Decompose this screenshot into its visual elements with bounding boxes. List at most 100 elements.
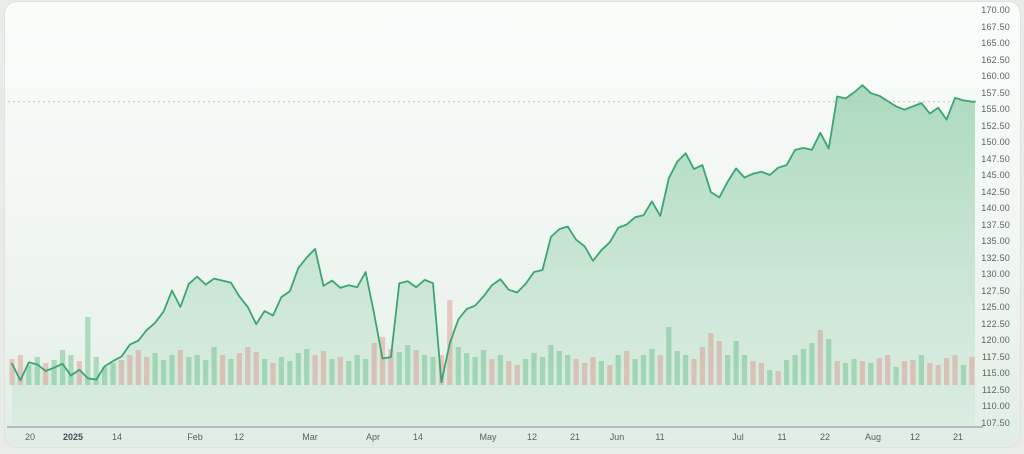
x-axis-tick-label: 11	[777, 432, 787, 442]
price-line	[11, 84, 976, 384]
volume-bar-up	[548, 345, 554, 385]
price-chart-plot[interactable]	[5, 2, 1020, 447]
volume-bar-up	[480, 350, 487, 385]
y-axis-tick-label: 130.00	[981, 269, 1010, 279]
volume-bar-down	[952, 355, 958, 385]
y-axis-tick-label: 112.50	[981, 384, 1010, 395]
volume-bar-down	[758, 363, 764, 385]
volume-bar-up	[363, 359, 369, 385]
y-axis-tick-label: 150.00	[981, 137, 1010, 147]
x-axis[interactable]: 20 2025 14 Feb 12 Mar Apr 14 May 12 21 Jun 11 Jul 11 22…	[5, 428, 1020, 447]
volume-bar-up	[868, 363, 874, 385]
y-axis-tick-label: 152.50	[981, 120, 1010, 131]
volume-bar-up	[68, 355, 74, 385]
x-axis-tick-label: 22	[819, 432, 831, 442]
volume-bar-up	[640, 355, 647, 385]
volume-bar-up	[51, 360, 57, 385]
y-axis-tick-label: 107.50	[981, 417, 1010, 428]
volume-bar-down	[607, 365, 613, 385]
volume-bar-up	[632, 359, 638, 385]
x-axis-separator	[7, 426, 983, 428]
volume-bar-down	[118, 360, 125, 385]
volume-bar-up	[329, 359, 335, 385]
volume-bar-up	[472, 357, 478, 385]
volume-bar-up	[741, 355, 748, 385]
y-axis[interactable]: 170.00 167.50 165.00 162.50 160.00 157.50 155.…	[972, 2, 1020, 428]
y-axis-tick-label: 122.50	[981, 318, 1010, 329]
x-axis-tick-label: 21	[569, 432, 581, 442]
volume-bar-up	[405, 345, 411, 385]
volume-bar-up	[497, 355, 503, 385]
volume-bar-up	[93, 357, 99, 385]
volume-bar-up	[346, 361, 352, 385]
x-axis-tick-label: May	[479, 432, 497, 442]
volume-bar-up	[531, 353, 537, 385]
y-axis-tick-label: 135.00	[981, 236, 1010, 246]
y-axis-tick-label: 167.50	[981, 21, 1010, 32]
volume-bar-down	[219, 355, 226, 385]
volume-bar-down	[817, 330, 823, 385]
x-axis-tick-label: 12	[909, 432, 921, 442]
volume-bar-up	[767, 370, 773, 385]
volume-bar-down	[17, 355, 23, 385]
y-axis-tick-label: 127.50	[981, 285, 1010, 296]
volume-bar-up	[792, 355, 798, 385]
volume-bar-up	[615, 355, 621, 385]
volume-bar-up	[354, 355, 360, 385]
volume-bar-up	[649, 349, 655, 385]
y-axis-tick-label: 145.00	[981, 170, 1010, 180]
y-axis-tick-label: 110.00	[981, 401, 1010, 411]
volume-bar-down	[775, 371, 781, 385]
volume-bar-down	[699, 347, 705, 385]
volume-bar-up	[826, 339, 832, 385]
volume-bar-down	[388, 349, 394, 385]
volume-bar-down	[969, 357, 975, 385]
volume-bar-down	[944, 358, 950, 385]
volume-bar-up	[598, 361, 604, 385]
volume-bar-down	[413, 350, 419, 385]
volume-bar-down	[76, 361, 82, 385]
volume-bar-down	[506, 361, 512, 385]
x-axis-tick-label: 12	[233, 432, 245, 442]
volume-bar-up	[464, 353, 470, 385]
volume-bar-down	[859, 361, 865, 385]
y-axis-tick-label: 147.50	[981, 153, 1010, 164]
x-axis-tick-label: Mar	[302, 432, 318, 442]
volume-bar-up	[396, 352, 402, 385]
y-axis-tick-label: 170.00	[981, 5, 1010, 15]
volume-bar-up	[194, 355, 200, 385]
y-axis-tick-label: 155.00	[981, 104, 1010, 114]
volume-bar-up	[304, 349, 310, 385]
volume-bar-up	[110, 363, 116, 385]
volume-bar-down	[910, 360, 916, 385]
volume-bar-up	[800, 349, 807, 385]
volume-bar-up	[674, 351, 680, 385]
y-axis-tick-label: 115.00	[981, 368, 1010, 378]
x-axis-tick-label: Aug	[864, 432, 882, 442]
volume-bar-down	[270, 363, 276, 385]
y-axis-tick-label: 140.00	[981, 203, 1010, 213]
x-axis-tick-label: 12	[526, 432, 538, 442]
volume-bar-down	[135, 350, 141, 385]
volume-bar-up	[34, 357, 40, 385]
volume-bar-down	[253, 352, 259, 385]
y-axis-tick-label: 137.50	[981, 219, 1010, 230]
volume-bar-up	[725, 355, 731, 385]
volume-bar-up	[455, 347, 461, 385]
volume-bar-down	[245, 347, 251, 385]
chart-card: 20 2025 14 Feb 12 Mar Apr 14 May 12 21 Jun 11 Jul 11 22…	[5, 2, 1020, 447]
volume-bar-up	[565, 355, 571, 385]
volume-bar-down	[927, 363, 933, 385]
volume-bar-down	[177, 350, 183, 385]
volume-bar-up	[287, 361, 293, 385]
volume-bar-up	[211, 347, 217, 385]
volume-bar-up	[26, 365, 32, 385]
volume-bar-down	[320, 351, 327, 385]
volume-bar-down	[43, 363, 49, 385]
y-axis-tick-label: 125.00	[981, 302, 1010, 312]
y-axis-tick-label: 132.50	[981, 252, 1010, 263]
volume-bar-up	[809, 343, 815, 385]
volume-bar-down	[371, 343, 377, 385]
volume-bar-down	[573, 359, 579, 385]
volume-bar-down	[337, 357, 343, 385]
